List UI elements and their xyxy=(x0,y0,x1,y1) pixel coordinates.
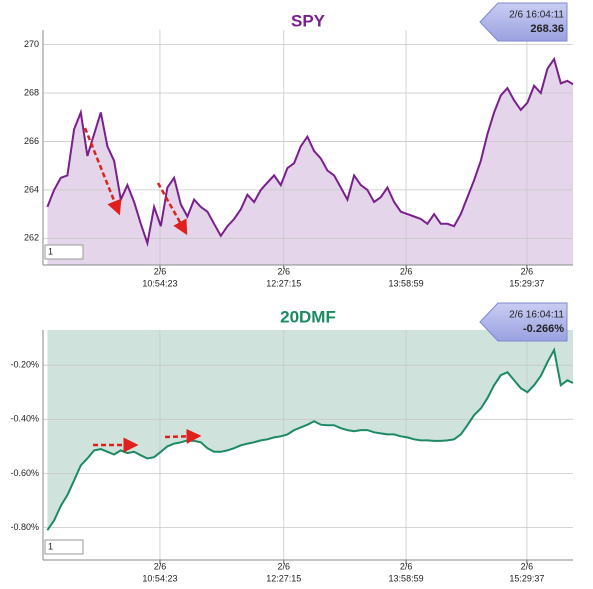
y-tick-label: -0.40% xyxy=(10,414,39,424)
input-text: 1 xyxy=(48,246,53,256)
x-tick-label: 10:54:23 xyxy=(142,278,177,288)
y-tick-label: 268 xyxy=(24,87,39,97)
y-tick-label: 270 xyxy=(24,39,39,49)
y-tick-label: -0.80% xyxy=(10,522,39,532)
panels: 262 264 266 268 270 2/6 10:54:23 2/6 12:27:15 2/6… xyxy=(10,2,574,583)
callout-time: 2/6 16:04:11 xyxy=(509,310,564,321)
callout-value: -0.266% xyxy=(523,323,564,335)
arrow xyxy=(164,428,202,444)
x-tick-label: 15:29:37 xyxy=(509,278,544,288)
callout-time: 2/6 16:04:11 xyxy=(509,10,564,21)
callout xyxy=(479,2,568,42)
annotations xyxy=(83,127,202,453)
x-tick-label: 12:27:15 xyxy=(266,278,301,288)
x-tick-date: 2/6 xyxy=(154,266,167,276)
arrow xyxy=(156,182,188,236)
chart-title: 20DMF xyxy=(280,307,336,326)
x-tick-date: 2/6 xyxy=(521,266,534,276)
y-tick-label: -0.60% xyxy=(10,468,39,478)
y-tick-label: 266 xyxy=(24,136,39,146)
x-tick-label: 13:58:59 xyxy=(389,573,424,583)
x-tick-date: 2/6 xyxy=(400,561,413,571)
area xyxy=(47,330,573,531)
x-tick-date: 2/6 xyxy=(400,266,413,276)
callout-value: 268.36 xyxy=(530,23,564,35)
y-tick-label: 264 xyxy=(24,184,39,194)
area xyxy=(47,59,573,265)
x-tick-date: 2/6 xyxy=(278,266,291,276)
x-tick-label: 10:54:23 xyxy=(142,573,177,583)
x-tick-date: 2/6 xyxy=(521,561,534,571)
x-tick-date: 2/6 xyxy=(278,561,291,571)
input-box xyxy=(44,539,84,555)
line xyxy=(46,56,574,248)
x-tick-label: 13:58:59 xyxy=(389,278,424,288)
arrow xyxy=(83,127,122,216)
input-text: 1 xyxy=(48,541,53,551)
chart-title: SPY xyxy=(291,11,326,30)
x-tick-label: 12:27:15 xyxy=(266,573,301,583)
x-tick-label: 15:29:37 xyxy=(509,573,544,583)
y-tick-label: 262 xyxy=(24,233,39,243)
x-tick-date: 2/6 xyxy=(154,561,167,571)
y-tick-label: -0.20% xyxy=(10,360,39,370)
input-box xyxy=(44,244,84,260)
callout xyxy=(479,302,568,342)
